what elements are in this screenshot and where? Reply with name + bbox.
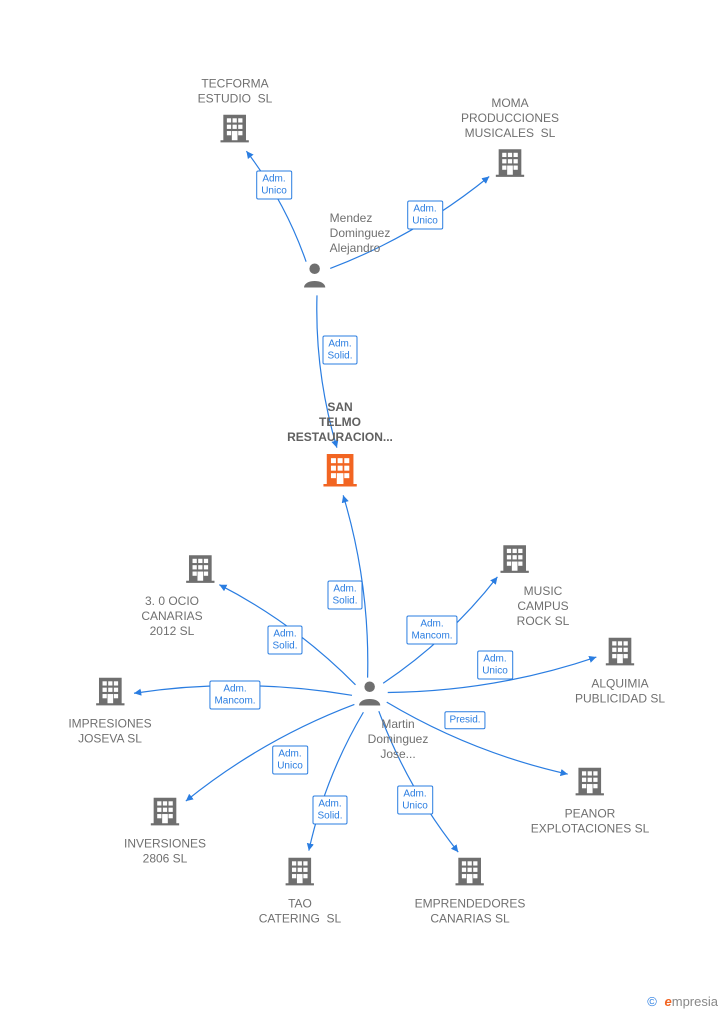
node-label: TAO CATERING SL <box>259 897 341 927</box>
building-icon <box>493 145 527 184</box>
edge-label: Adm. Unico <box>477 651 513 680</box>
edge-label: Presid. <box>444 711 485 729</box>
node-label: EMPRENDEDORES CANARIAS SL <box>415 897 526 927</box>
building-icon <box>148 794 182 833</box>
building-icon <box>603 634 637 673</box>
node-tao[interactable]: TAO CATERING SL <box>259 854 341 927</box>
node-label: ALQUIMIA PUBLICIDAD SL <box>575 677 665 707</box>
edge-label: Adm. Mancom. <box>209 681 260 710</box>
watermark: © empresia <box>647 994 718 1009</box>
edge-label: Adm. Solid. <box>322 336 357 365</box>
edge-label: Adm. Unico <box>407 201 443 230</box>
building-icon <box>93 674 127 713</box>
node-label: PEANOR EXPLOTACIONES SL <box>531 807 649 837</box>
edge-label: Adm. Solid. <box>267 626 302 655</box>
person-icon <box>300 260 330 295</box>
node-music[interactable]: MUSIC CAMPUS ROCK SL <box>489 541 542 629</box>
node-peanor[interactable]: PEANOR EXPLOTACIONES SL <box>531 764 649 837</box>
copyright-symbol: © <box>647 994 657 1009</box>
edge-label: Adm. Solid. <box>312 796 347 825</box>
edge <box>246 151 306 262</box>
building-icon <box>283 854 317 893</box>
node-mendez[interactable]: Mendez Dominguez Alejandro <box>300 211 361 295</box>
node-label: INVERSIONES 2806 SL <box>124 837 206 867</box>
node-impresiones[interactable]: IMPRESIONES JOSEVA SL <box>68 674 151 747</box>
node-inversiones[interactable]: INVERSIONES 2806 SL <box>124 794 206 867</box>
edge-label: Adm. Unico <box>256 171 292 200</box>
edge-label: Adm. Solid. <box>327 581 362 610</box>
node-label: IMPRESIONES JOSEVA SL <box>68 717 151 747</box>
node-label: TECFORMA ESTUDIO SL <box>198 77 273 107</box>
node-label: Martin Dominguez Jose... <box>368 717 429 762</box>
edges-layer <box>0 0 728 1015</box>
node-alquimia[interactable]: ALQUIMIA PUBLICIDAD SL <box>575 634 665 707</box>
watermark-e: e <box>665 994 672 1009</box>
network-diagram: TECFORMA ESTUDIO SL MOMA PRODUCCIONES MU… <box>0 0 728 1015</box>
node-label: MUSIC CAMPUS ROCK SL <box>517 584 570 629</box>
node-moma[interactable]: MOMA PRODUCCIONES MUSICALES SL <box>461 96 559 184</box>
node-tecforma[interactable]: TECFORMA ESTUDIO SL <box>198 77 273 150</box>
building-icon <box>453 854 487 893</box>
node-san_telmo[interactable]: SAN TELMO RESTAURACION... <box>287 400 393 494</box>
node-ocio[interactable]: 3. 0 OCIO CANARIAS 2012 SL <box>169 551 230 639</box>
node-label: Mendez Dominguez Alejandro <box>330 211 391 256</box>
building-icon <box>183 551 217 590</box>
building-icon <box>218 111 252 150</box>
edge-label: Adm. Mancom. <box>406 616 457 645</box>
edge <box>186 704 355 801</box>
node-emprend[interactable]: EMPRENDEDORES CANARIAS SL <box>415 854 526 927</box>
node-label: MOMA PRODUCCIONES MUSICALES SL <box>461 96 559 141</box>
node-martin[interactable]: Martin Dominguez Jose... <box>340 678 401 762</box>
node-label: SAN TELMO RESTAURACION... <box>287 400 393 445</box>
person-icon <box>355 678 385 713</box>
watermark-rest: mpresia <box>672 994 718 1009</box>
node-label: 3. 0 OCIO CANARIAS 2012 SL <box>141 594 202 639</box>
building-icon <box>320 449 360 494</box>
building-icon <box>498 541 532 580</box>
building-icon <box>573 764 607 803</box>
edge-label: Adm. Unico <box>272 746 308 775</box>
edge-label: Adm. Unico <box>397 786 433 815</box>
